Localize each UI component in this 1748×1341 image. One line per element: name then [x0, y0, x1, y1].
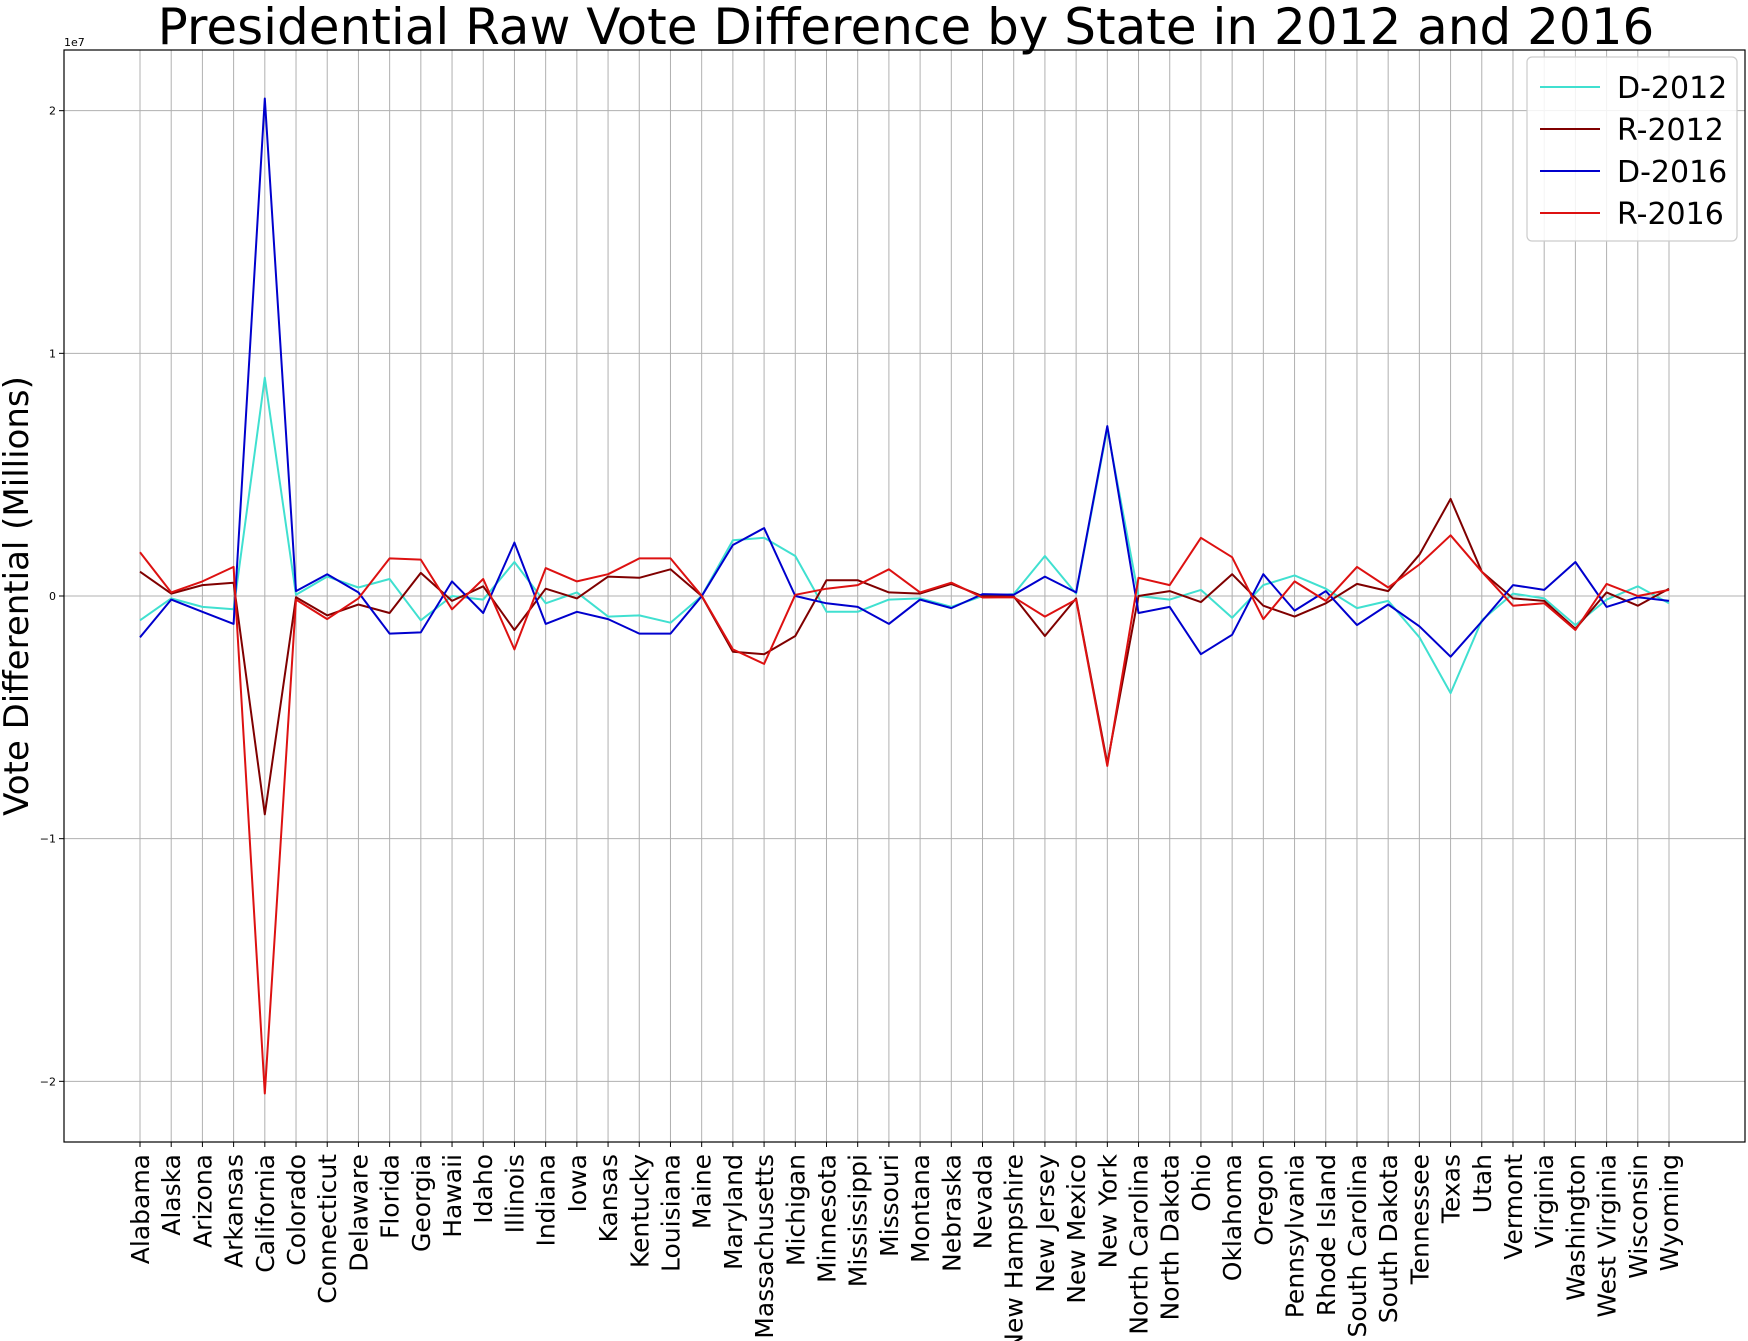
grid [64, 50, 1745, 1142]
x-tick-label: Colorado [282, 1154, 311, 1266]
chart-title: Presidential Raw Vote Difference by Stat… [158, 0, 1655, 56]
y-tick-label: 0 [49, 590, 56, 603]
series-line-d-2012 [139, 376, 1670, 695]
x-tick-label: South Carolina [1343, 1154, 1372, 1337]
x-tick-label: Arkansas [220, 1154, 249, 1268]
x-tick-label: North Carolina [1125, 1154, 1154, 1335]
x-tick-label: Minnesota [812, 1154, 841, 1283]
x-tick-label: Virginia [1530, 1154, 1559, 1248]
legend-label-d-2016: D-2016 [1617, 155, 1727, 190]
x-tick-label: Utah [1468, 1154, 1497, 1213]
y-axis-label: Vote Differential (Millions) [0, 376, 37, 816]
x-tick-label: Washington [1561, 1154, 1590, 1301]
x-tick-label: South Dakota [1374, 1154, 1403, 1323]
y-tick-label: 1 [49, 347, 56, 360]
x-tick-label: Texas [1437, 1154, 1466, 1224]
x-tick-label: Indiana [532, 1154, 561, 1247]
x-tick-label: Pennsylvania [1281, 1154, 1310, 1318]
series-line-d-2016 [139, 97, 1670, 658]
x-tick-label: Massachusetts [750, 1154, 779, 1339]
x-tick-label: New York [1093, 1153, 1122, 1268]
x-tick-label: Delaware [344, 1154, 373, 1272]
x-tick-label: California [251, 1154, 280, 1273]
x-tick-label: Arizona [188, 1154, 217, 1248]
x-tick-label: Kentucky [625, 1154, 654, 1268]
legend: D-2012 R-2012 D-2016 R-2016 [1526, 56, 1738, 242]
x-tick-label: New Mexico [1062, 1154, 1091, 1304]
x-tick-label: Maine [688, 1154, 717, 1229]
legend-label-r-2016: R-2016 [1617, 197, 1724, 232]
x-tick-label: New Jersey [1031, 1154, 1060, 1293]
x-tick-label: Wyoming [1655, 1154, 1684, 1271]
series-lines [139, 97, 1670, 1095]
x-tick-label: Alabama [126, 1154, 155, 1264]
y-tick-label: 2 [49, 105, 56, 118]
x-tick-label: Oklahoma [1218, 1154, 1247, 1281]
y-tick-label: −2 [40, 1075, 56, 1088]
legend-box [1526, 56, 1738, 242]
x-tick-label: Oregon [1249, 1154, 1278, 1246]
x-tick-label: Idaho [469, 1154, 498, 1224]
x-tick-label: Michigan [781, 1154, 810, 1266]
series-line-r-2016 [139, 534, 1670, 1095]
x-tick-label: Ohio [1187, 1154, 1216, 1212]
x-tick-label: Mississippi [844, 1154, 873, 1287]
x-tick-label: Louisiana [656, 1154, 685, 1272]
x-tick-label: Alaska [157, 1154, 186, 1236]
x-axis-ticks: Alabama Alaska Arizona Arkansas California Co… [126, 1142, 1684, 1341]
x-tick-label: Hawaii [438, 1154, 467, 1238]
x-tick-label: Kansas [594, 1154, 623, 1243]
x-tick-label: Nebraska [937, 1154, 966, 1272]
y-axis-offset-label: 1e7 [64, 36, 85, 49]
x-tick-label: Georgia [407, 1154, 436, 1252]
x-tick-label: Florida [376, 1154, 405, 1239]
series-line-r-2012 [139, 497, 1670, 816]
x-tick-label: Vermont [1499, 1154, 1528, 1260]
legend-label-r-2012: R-2012 [1617, 113, 1724, 148]
x-tick-label: New Hampshire [1000, 1154, 1029, 1341]
x-tick-label: Tennessee [1405, 1154, 1434, 1285]
x-tick-label: North Dakota [1156, 1154, 1185, 1320]
x-tick-label: Maryland [719, 1154, 748, 1270]
y-axis-ticks: −2 −1 0 1 2 [40, 105, 64, 1088]
x-tick-label: West Virginia [1593, 1154, 1622, 1318]
x-tick-label: Rhode Island [1312, 1154, 1341, 1316]
x-tick-label: Missouri [875, 1154, 904, 1257]
x-tick-label: Connecticut [313, 1154, 342, 1304]
x-tick-label: Iowa [563, 1154, 592, 1212]
x-tick-label: Wisconsin [1624, 1154, 1653, 1279]
legend-label-d-2012: D-2012 [1617, 71, 1727, 106]
x-tick-label: Montana [906, 1154, 935, 1263]
x-tick-label: Illinois [500, 1154, 529, 1233]
x-tick-label: Nevada [969, 1154, 998, 1249]
y-tick-label: −1 [40, 833, 56, 846]
